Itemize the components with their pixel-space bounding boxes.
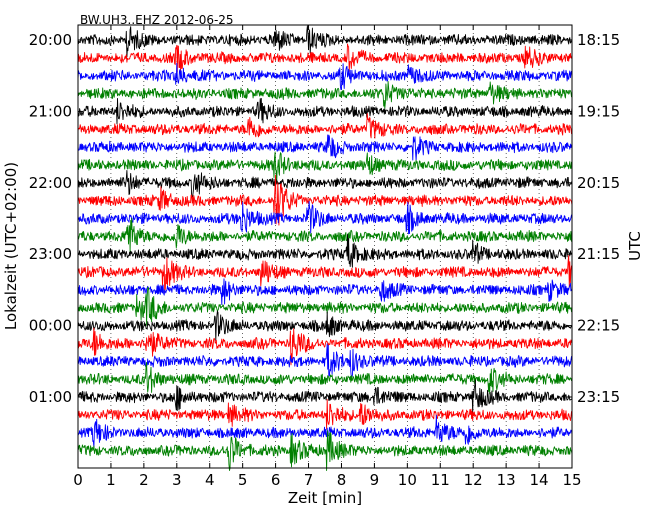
trace-line [77,399,573,430]
trace-line [77,200,573,235]
y-tick-label-right: 19:15 [577,102,620,120]
x-tick-label: 2 [139,471,149,489]
trace-line [77,43,573,73]
y-tick-label-right: 22:15 [577,317,620,335]
y-tick-label-right: 21:15 [577,245,620,263]
trace-line [77,217,573,253]
trace-line [77,343,573,378]
trace-line [77,174,573,226]
x-tick-label: 15 [562,471,581,489]
x-tick-label: 14 [530,471,549,489]
trace-line [77,361,573,395]
trace-line [77,254,573,293]
plot-frame [77,24,573,469]
trace-line [77,379,573,415]
y-tick-label-right: 18:15 [577,31,620,49]
x-tick-label: 6 [271,471,281,489]
x-tick-label: 5 [238,471,248,489]
trace-line [77,134,573,161]
time-labels: 20:00 21:00 22:00 23:00 00:00 01:00 18:15 19:15… [29,31,620,406]
trace-line [77,81,573,109]
x-tick-label: 4 [205,471,215,489]
x-tick-label: 0 [73,471,83,489]
x-tick-label: 1 [106,471,116,489]
x-tick-label: 13 [497,471,516,489]
y-tick-label-left: 23:00 [29,245,72,263]
trace-line [77,170,573,202]
x-tick-label: 12 [464,471,483,489]
trace-line [77,327,573,366]
y-tick-label-left: 20:00 [29,31,72,49]
x-axis-ticks: 0 1 2 3 4 5 6 7 8 9 10 11 12 13 14 15 [73,25,582,489]
trace-line [77,62,573,90]
trace-line [77,151,573,183]
seismogram-traces [77,25,573,471]
trace-line [77,233,573,268]
x-tick-label: 7 [304,471,314,489]
trace-line [77,25,573,58]
trace-line [77,430,573,471]
y-axis-title-left: Lokalzeit (UTC+02:00) [2,162,20,330]
trace-line [77,310,573,341]
trace-line [77,113,573,139]
y-axis-title-right: UTC [626,231,644,261]
x-tick-label: 10 [398,471,417,489]
y-tick-label-left: 01:00 [29,388,72,406]
y-tick-label-right: 23:15 [577,388,620,406]
x-axis-title: Zeit [min] [288,489,362,507]
y-tick-label-left: 22:00 [29,174,72,192]
y-tick-label-left: 21:00 [29,102,72,120]
y-tick-label-left: 00:00 [29,317,72,335]
trace-line [77,414,573,449]
chart-title: BW.UH3..EHZ 2012-06-25 [80,13,234,27]
x-tick-label: 8 [337,471,347,489]
trace-line [77,286,573,326]
x-tick-label: 3 [172,471,182,489]
y-tick-label-right: 20:15 [577,174,620,192]
x-tick-label: 11 [431,471,450,489]
trace-line [77,278,573,305]
trace-line [77,97,573,125]
x-tick-label: 9 [370,471,380,489]
